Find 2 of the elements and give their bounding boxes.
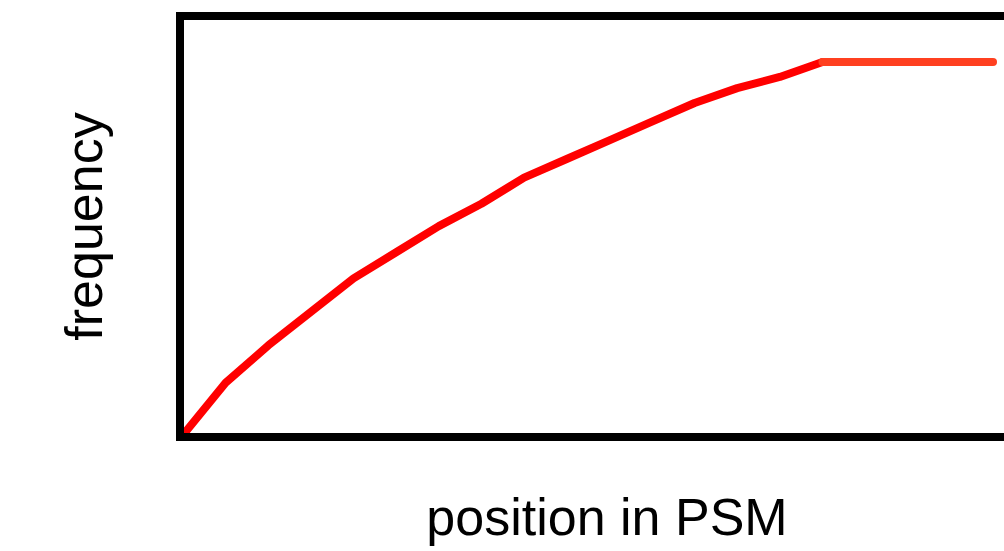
x-axis-title: position in PSM	[426, 488, 788, 546]
y-axis-title: frequency	[55, 112, 113, 341]
